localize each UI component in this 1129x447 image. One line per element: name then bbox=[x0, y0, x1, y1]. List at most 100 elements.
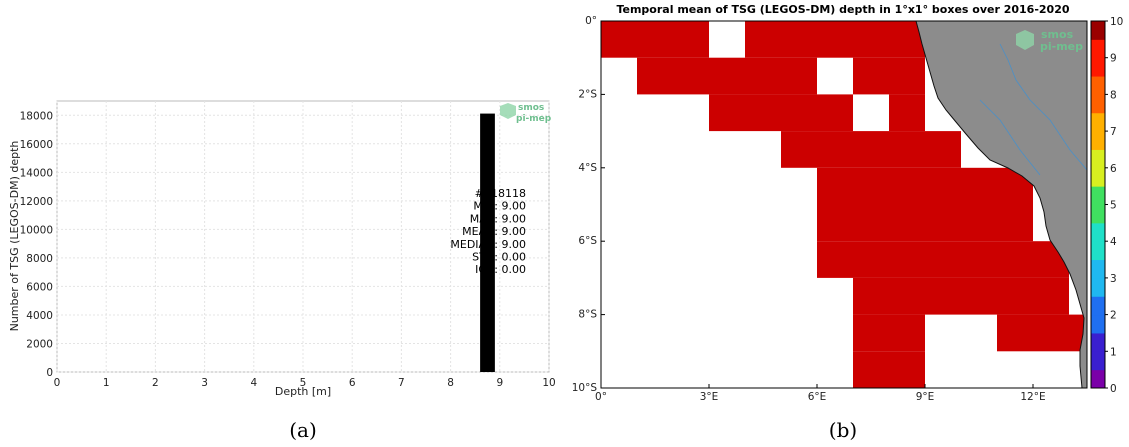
grid-cell bbox=[781, 131, 817, 168]
grid-cell bbox=[817, 131, 853, 168]
x-tick-label: 0° bbox=[595, 391, 607, 403]
stat-line: MEDIAN: 9.00 bbox=[450, 238, 526, 251]
grid-cell bbox=[925, 167, 961, 205]
grid-cell bbox=[1033, 277, 1069, 315]
colorbar-tick-label: 10 bbox=[1110, 16, 1123, 28]
land-mass bbox=[915, 20, 1088, 389]
grid-cell bbox=[709, 57, 745, 95]
y-tick-label: 14000 bbox=[20, 167, 53, 179]
colorbar-segment bbox=[1091, 222, 1105, 242]
colorbar-segment bbox=[1091, 167, 1105, 187]
stat-line: MIN: 9.00 bbox=[473, 200, 526, 213]
stat-line: STD: 0.00 bbox=[472, 251, 526, 264]
grid-cell bbox=[781, 94, 817, 132]
x-tick-label: 6°E bbox=[808, 391, 827, 403]
colorbar-segment bbox=[1091, 204, 1105, 224]
x-tick-label: 2 bbox=[152, 377, 159, 389]
y-tick-label: 10000 bbox=[20, 224, 53, 236]
grid-cell bbox=[601, 21, 637, 58]
grid-cell bbox=[853, 167, 889, 205]
y-tick-label: 8000 bbox=[26, 253, 53, 265]
watermark-logo-a: smos pi-mep bbox=[500, 103, 552, 124]
colorbar-tick-label: 2 bbox=[1110, 310, 1117, 322]
colorbar-segment bbox=[1091, 39, 1105, 59]
colorbar-tick-label: 8 bbox=[1110, 89, 1117, 101]
colorbar-segment bbox=[1091, 332, 1105, 352]
colorbar-segment bbox=[1091, 94, 1105, 114]
colorbar-tick-label: 9 bbox=[1110, 53, 1117, 65]
watermark-hex-icon bbox=[500, 103, 516, 119]
watermark-text-2: pi-mep bbox=[1040, 40, 1083, 53]
histogram-grid bbox=[56, 101, 550, 373]
x-tick-label: 9 bbox=[496, 377, 503, 389]
colorbar-segment bbox=[1091, 277, 1105, 297]
y-tick-label: 4°S bbox=[578, 162, 597, 174]
watermark-hex-icon bbox=[1016, 30, 1034, 50]
grid-cell bbox=[853, 314, 889, 352]
grid-cell bbox=[961, 241, 997, 278]
river-line bbox=[979, 99, 1041, 176]
map-cells bbox=[601, 21, 1087, 388]
grid-cell bbox=[925, 204, 961, 242]
colorbar-tick-label: 5 bbox=[1110, 200, 1117, 212]
watermark-logo-b: smos pi-mep bbox=[1016, 28, 1083, 53]
colorbar-segment bbox=[1091, 112, 1105, 132]
grid-cell bbox=[817, 204, 853, 242]
y-tick-label: 6°S bbox=[578, 235, 597, 247]
x-tick-label: 0 bbox=[54, 377, 61, 389]
stat-line: MAX: 9.00 bbox=[470, 212, 526, 225]
colorbar-tick-label: 4 bbox=[1110, 236, 1117, 248]
grid-cell bbox=[781, 57, 817, 95]
grid-cell bbox=[889, 57, 925, 95]
x-tick-label: 5 bbox=[300, 377, 307, 389]
colorbar-segment bbox=[1091, 296, 1105, 316]
colorbar-segment bbox=[1091, 351, 1105, 371]
grid-cell bbox=[889, 314, 925, 352]
grid-cell bbox=[853, 351, 889, 388]
grid-cell bbox=[853, 21, 889, 58]
grid-cell bbox=[853, 131, 889, 168]
colorbar-tick-label: 3 bbox=[1110, 273, 1117, 285]
x-tick-label: 8 bbox=[447, 377, 454, 389]
colorbar-segment bbox=[1091, 131, 1105, 150]
grid-cell bbox=[889, 94, 925, 132]
caption-a: (a) bbox=[289, 418, 317, 442]
grid-cell bbox=[637, 57, 673, 95]
colorbar-segment bbox=[1091, 259, 1105, 279]
histogram-bars bbox=[480, 113, 495, 372]
colorbar-segment bbox=[1091, 186, 1105, 205]
y-tick-label: 8°S bbox=[578, 309, 597, 321]
colorbar-segment bbox=[1091, 241, 1105, 261]
y-tick-label: 2°S bbox=[578, 88, 597, 100]
x-tick-label: 9°E bbox=[916, 391, 935, 403]
grid-cell bbox=[889, 204, 925, 242]
x-tick-label: 12°E bbox=[1020, 391, 1045, 403]
stat-line: IQR: 0.00 bbox=[475, 263, 526, 276]
grid-cell bbox=[997, 241, 1033, 278]
grid-cell bbox=[997, 314, 1033, 352]
colorbar-tick-label: 0 bbox=[1110, 383, 1117, 395]
x-tick-label: 10 bbox=[542, 377, 555, 389]
y-tick-label: 6000 bbox=[26, 281, 53, 293]
grid-cell bbox=[745, 21, 781, 58]
grid-cell bbox=[925, 241, 961, 278]
colorbar-segment bbox=[1091, 149, 1105, 169]
x-tick-label: 4 bbox=[250, 377, 257, 389]
grid-cell bbox=[961, 204, 997, 242]
caption-b: (b) bbox=[829, 418, 857, 442]
grid-cell bbox=[745, 94, 781, 132]
x-tick-label: 7 bbox=[398, 377, 405, 389]
grid-cell bbox=[817, 241, 853, 278]
y-tick-label: 16000 bbox=[20, 139, 53, 151]
grid-cell bbox=[853, 241, 889, 278]
histogram-y-label: Number of TSG (LEGOS-DM) depth bbox=[8, 141, 21, 332]
colorbar-segment bbox=[1091, 57, 1105, 77]
colorbar-segment bbox=[1091, 369, 1105, 389]
colorbar-tick-label: 1 bbox=[1110, 346, 1117, 358]
colorbar-segment bbox=[1091, 314, 1105, 334]
grid-cell bbox=[673, 57, 709, 95]
grid-cell bbox=[673, 21, 709, 58]
map-panel: Temporal mean of TSG (LEGOS-DM) depth in… bbox=[572, 3, 1124, 403]
grid-cell bbox=[925, 131, 961, 168]
